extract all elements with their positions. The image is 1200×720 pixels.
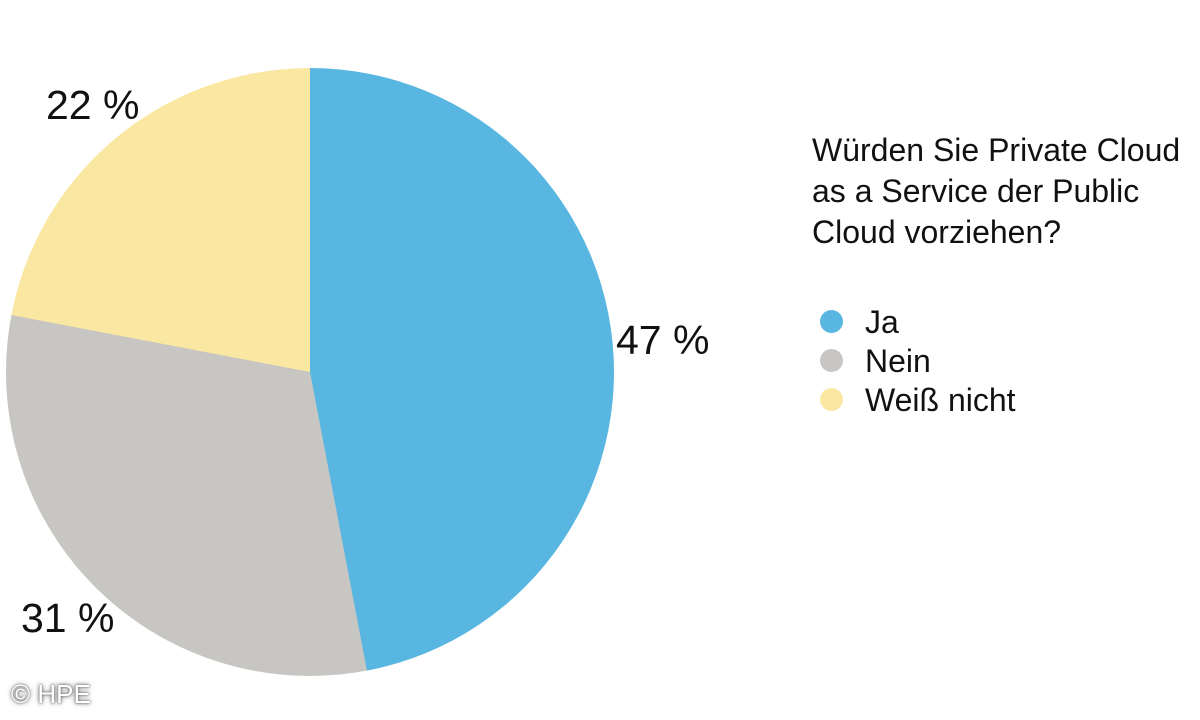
chart-title-line-3: Cloud vorziehen?	[812, 214, 1062, 250]
legend-item-ja: Ja	[820, 302, 1016, 341]
legend-item-nein: Nein	[820, 341, 1016, 380]
slice-label-nein: 31 %	[21, 595, 115, 641]
legend: Ja Nein Weiß nicht	[820, 302, 1016, 419]
pie-chart	[6, 68, 614, 676]
chart-title-line-2: as a Service der Public	[812, 173, 1140, 209]
slice-label-ja: 47 %	[616, 317, 710, 363]
legend-dot-nein-icon	[820, 349, 843, 372]
legend-label-weiss-nicht: Weiß nicht	[865, 381, 1016, 418]
legend-label-nein: Nein	[865, 342, 931, 379]
legend-label-ja: Ja	[865, 303, 899, 340]
legend-dot-ja-icon	[820, 310, 843, 333]
copyright-watermark: © HPE	[11, 679, 91, 709]
slice-label-weiss-nicht: 22 %	[46, 82, 140, 128]
legend-dot-weiss-nicht-icon	[820, 388, 843, 411]
chart-title: Würden Sie Private Cloud as a Service de…	[812, 130, 1180, 253]
legend-item-weiss-nicht: Weiß nicht	[820, 380, 1016, 419]
chart-title-line-1: Würden Sie Private Cloud	[812, 132, 1181, 168]
